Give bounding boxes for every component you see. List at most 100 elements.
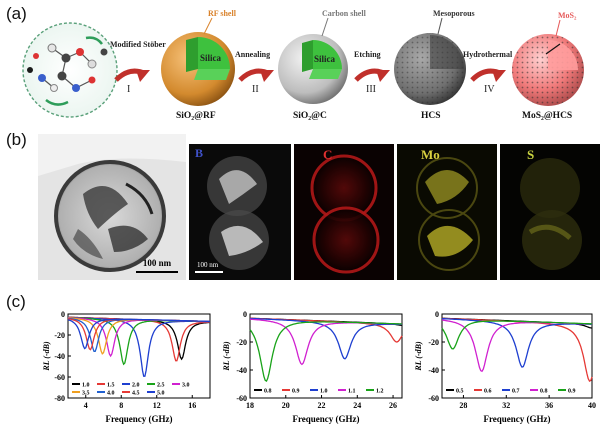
x-tick-label: 8 <box>119 401 123 410</box>
legend-label: 3.5 <box>82 391 90 397</box>
rl-curve <box>441 317 592 368</box>
x-tick-label: 18 <box>246 401 254 410</box>
silica-core-label-2: Silica <box>314 54 336 64</box>
tem-image: 100 nm <box>38 134 186 280</box>
x-tick-label: 32 <box>502 401 510 410</box>
step-label-hydrothermal: Hydrothermal <box>463 50 513 59</box>
step-numeral-1: I <box>127 84 131 95</box>
x-axis-label: Frequency (GHz) <box>292 414 359 424</box>
legend-label: 4.5 <box>132 391 140 397</box>
rl-curve <box>67 318 210 350</box>
sphere-sio2-rf <box>161 32 235 106</box>
process-arrow-2 <box>238 68 274 82</box>
rl-curve <box>250 317 402 360</box>
y-tick-label: 0 <box>243 310 247 319</box>
panel-label-b: (b) <box>6 130 27 149</box>
eds-map-label-mo: Mo <box>421 147 440 162</box>
y-tick-label: -60 <box>54 373 65 382</box>
sphere-name-sio2-rf: SiO₂@RF <box>176 111 216 121</box>
legend-label: 1.1 <box>348 389 356 395</box>
rl-chart-2-18ghz: 0 -20 -40 -60 -80 4 8 12 16 Frequency (GHz) RL (-d… <box>42 310 211 424</box>
step-label-etching: Etching <box>354 50 381 59</box>
step-numeral-2: II <box>252 84 259 95</box>
y-tick-label: -20 <box>54 331 65 340</box>
x-tick-label: 28 <box>459 401 467 410</box>
y-tick-label: -40 <box>428 366 439 375</box>
legend-label: 0.8 <box>264 389 272 395</box>
x-tick-label: 40 <box>588 401 596 410</box>
legend-label: 0.6 <box>484 389 492 395</box>
legend-label: 2.5 <box>157 383 165 389</box>
legend-label: 5.0 <box>157 391 165 397</box>
x-tick-label: 16 <box>188 401 196 410</box>
legend-label: 1.0 <box>82 383 90 389</box>
legend-label: 1.0 <box>320 389 328 395</box>
eds-map-label-s: S <box>527 147 535 162</box>
mos2-shell-label: MoS₂ <box>558 11 577 20</box>
rl-curve <box>249 321 403 383</box>
x-axis-label: Frequency (GHz) <box>483 414 550 424</box>
y-axis-label: RL (-dB) <box>414 341 423 372</box>
x-tick-label: 24 <box>353 401 361 410</box>
x-tick-label: 4 <box>84 401 88 410</box>
rl-curve <box>441 320 593 350</box>
rl-chart-26-40ghz: 0 -20 -40 -60 28 32 36 40 Frequency (GHz) RL (-dB… <box>414 310 596 424</box>
y-axis-label: RL (-dB) <box>222 341 231 372</box>
legend-label: 0.8 <box>540 389 548 395</box>
x-tick-label: 26 <box>389 401 397 410</box>
legend-label: 1.2 <box>376 389 384 395</box>
panel-label-a: (a) <box>6 4 27 23</box>
x-tick-label: 36 <box>545 401 553 410</box>
sphere-name-hcs: HCS <box>421 111 441 121</box>
synthesis-scheme <box>22 17 584 118</box>
y-tick-label: -80 <box>54 394 65 403</box>
sphere-name-mos2-hcs: MoS₂@HCS <box>522 111 573 121</box>
y-tick-label: -40 <box>54 352 65 361</box>
eds-map-label-c: C <box>323 147 333 162</box>
sphere-name-sio2-c: SiO₂@C <box>293 111 327 121</box>
panel-label-c: (c) <box>6 292 26 311</box>
process-arrow-1 <box>114 68 150 82</box>
silica-core-label-1: Silica <box>200 53 222 63</box>
eds-map-label-b: B <box>195 146 203 160</box>
eds-map-haadf: 100 nm B <box>189 144 291 280</box>
step-numeral-3: III <box>366 84 376 95</box>
eds-map-s <box>500 144 600 280</box>
eds-map-mo <box>397 144 497 280</box>
y-tick-label: -20 <box>236 338 247 347</box>
legend-label: 4.0 <box>107 391 115 397</box>
eds-scale-bar-label: 100 nm <box>197 261 219 269</box>
scale-bar-label: 100 nm <box>143 258 172 268</box>
sphere-hcs <box>394 33 466 105</box>
y-tick-label: -40 <box>236 366 247 375</box>
rf-shell-label: RF shell <box>208 9 236 18</box>
y-tick-label: 0 <box>435 310 439 319</box>
mesoporous-label: Mesoporous <box>433 9 475 18</box>
y-tick-label: -60 <box>236 394 247 403</box>
legend-label: 0.9 <box>292 389 300 395</box>
process-arrow-3 <box>354 68 390 82</box>
x-axis-label: Frequency (GHz) <box>105 414 172 424</box>
x-tick-label: 20 <box>282 401 290 410</box>
step-label-annealing: Annealing <box>235 50 271 59</box>
legend-label: 0.7 <box>512 389 520 395</box>
y-tick-label: -20 <box>428 338 439 347</box>
legend-label: 0.5 <box>456 389 464 395</box>
plot-frame <box>441 313 593 399</box>
legend-label: 2.0 <box>132 383 140 389</box>
legend-label: 1.5 <box>107 383 115 389</box>
legend-label: 3.0 <box>182 383 190 389</box>
carbon-shell-label: Carbon shell <box>322 9 366 18</box>
precursor-molecule-diagram <box>22 22 118 118</box>
plot-frame <box>249 313 403 399</box>
x-tick-label: 12 <box>153 401 161 410</box>
sphere-sio2-c <box>278 34 348 104</box>
step-numeral-4: IV <box>484 84 495 95</box>
y-axis-label: RL (-dB) <box>42 341 51 372</box>
legend-label: 0.9 <box>568 389 576 395</box>
y-tick-label: 0 <box>61 310 65 319</box>
sphere-mos2-hcs <box>512 34 584 106</box>
process-arrow-4 <box>470 68 506 82</box>
x-tick-label: 22 <box>318 401 326 410</box>
